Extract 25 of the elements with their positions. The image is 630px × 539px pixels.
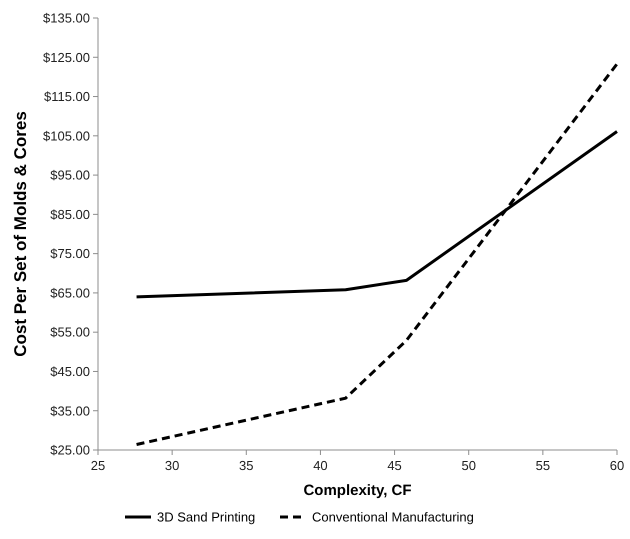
y-tick-label: $135.00 [43,10,90,26]
y-tick-label: $25.00 [50,442,90,458]
x-tick-label: 45 [387,458,402,473]
x-tick-label: 60 [610,458,624,473]
y-tick-label: $125.00 [43,50,90,65]
line-series [135,62,618,446]
y-tick-label: $85.00 [50,206,90,222]
y-tick-label: $105.00 [43,128,90,144]
x-tick-label: 40 [313,458,328,473]
x-tick-label: 55 [536,458,550,473]
legend-label: Conventional Manufacturing [312,510,474,525]
y-tick-label: $35.00 [50,403,90,418]
y-tick-label: $55.00 [50,324,90,340]
legend-label: 3D Sand Printing [157,510,256,525]
x-axis-title: Complexity, CF [303,482,412,499]
x-tick-label: 30 [164,458,180,473]
y-tick-label: $115.00 [44,89,90,104]
y-axis-title: Cost Per Set of Molds & Cores [11,111,30,357]
x-tick-label: 35 [239,458,254,473]
x-tick-label: 50 [461,458,476,473]
y-tick-label: $95.00 [50,168,90,183]
y-tick-label: $65.00 [50,285,90,300]
x-tick-label: 25 [90,458,106,473]
y-tick-label: $75.00 [50,246,90,262]
y-tick-label: $45.00 [50,364,90,380]
